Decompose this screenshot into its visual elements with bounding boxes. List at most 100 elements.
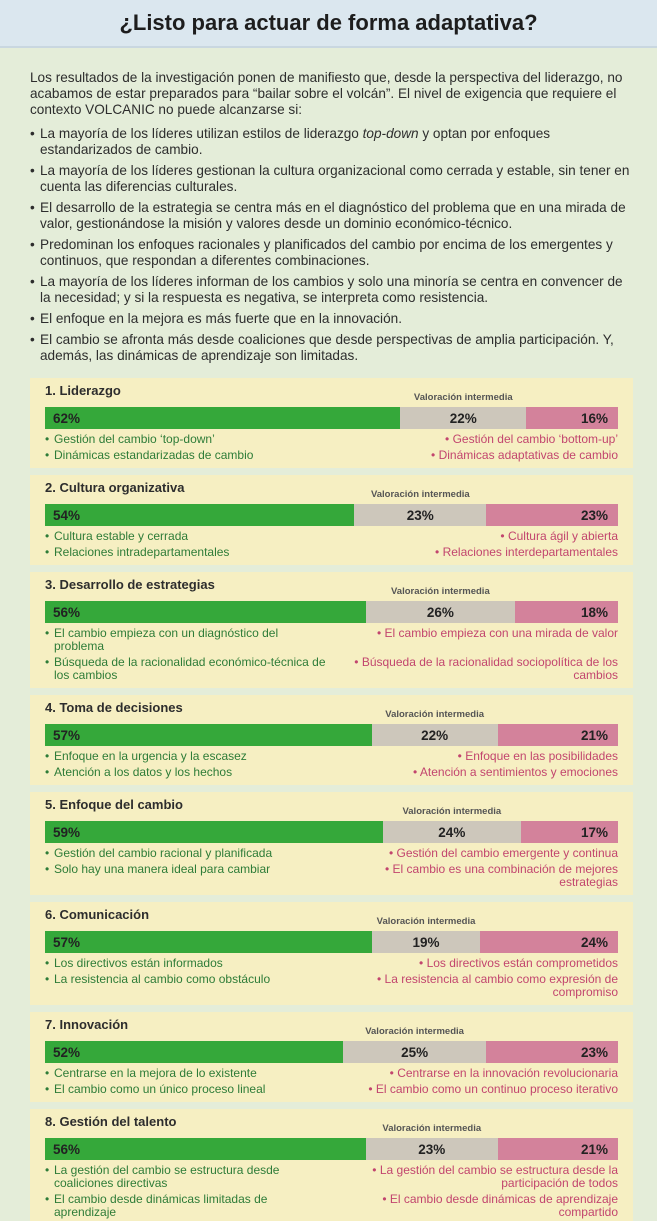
bar-segment: 23%	[486, 504, 618, 526]
chart-title: 4. Toma de decisiones Valoración intermed…	[45, 700, 618, 724]
value-label: 56%	[53, 604, 81, 620]
chart-panel: 6. Comunicación Valoración intermedia 57% 1…	[30, 902, 633, 1005]
page-title: ¿Listo para actuar de forma adaptativa?	[119, 10, 538, 35]
right-note: Atención a sentimientos y emociones	[337, 765, 618, 779]
bullet-item: La mayoría de los líderes gestionan la c…	[30, 163, 633, 195]
right-note: El cambio es una combinación de mejores …	[337, 862, 618, 889]
bullet-item: Predominan los enfoques racionales y pla…	[30, 237, 633, 269]
right-note-text: La resistencia al cambio como expresión …	[377, 972, 618, 999]
chart-title: 6. Comunicación Valoración intermedia	[45, 907, 618, 931]
notes: Cultura estable y cerrada Cultura ágil y …	[45, 529, 618, 559]
chart-panel: 7. Innovación Valoración intermedia 52% 25%…	[30, 1012, 633, 1102]
bullet-text: top-down	[362, 126, 419, 141]
left-note: El cambio desde dinámicas limitadas de a…	[45, 1193, 327, 1219]
value-label: 21%	[580, 727, 608, 743]
right-note: Gestión del cambio ‘bottom-up’	[337, 432, 618, 446]
notes: Los directivos están informados Los direc…	[45, 956, 618, 999]
right-note-text: Dinámicas adaptativas de cambio	[431, 448, 618, 462]
left-note: Los directivos están informados	[45, 957, 327, 971]
value-label: 23%	[418, 1141, 446, 1157]
chart-panel: 4. Toma de decisiones Valoración intermed…	[30, 695, 633, 785]
intro-text: Los resultados de la investigación ponen…	[30, 70, 623, 117]
charts: 1. Liderazgo Valoración intermedia 62% 22% 1…	[30, 378, 633, 1221]
right-note-text: Búsqueda de la racionalidad sociopolític…	[354, 655, 618, 682]
bullet-text: y optan por enfoques estandarizados de c…	[40, 126, 551, 157]
left-note: Atención a los datos y los hechos	[45, 766, 327, 780]
right-note-text: La gestión del cambio se estructura desd…	[372, 1163, 618, 1190]
left-note: Gestión del cambio racional y planificad…	[45, 847, 327, 861]
right-note: Centrarse en la innovación revolucionari…	[337, 1066, 618, 1080]
stacked-bar: 54% 23% 23%	[45, 504, 618, 526]
notes: Gestión del cambio ‘top-down’ Gestión del…	[45, 432, 618, 463]
left-note: Centrarse en la mejora de lo existente	[45, 1067, 327, 1081]
value-label: 62%	[53, 410, 81, 426]
bullet-item: El desarrollo de la estrategia se centra…	[30, 200, 633, 232]
chart-title: 7. Innovación Valoración intermedia	[45, 1017, 618, 1041]
right-note-text: Gestión del cambio emergente y continua	[389, 846, 618, 860]
value-label: 23%	[580, 1044, 608, 1060]
left-note: El cambio empieza con un diagnóstico del…	[45, 627, 327, 653]
right-note: Cultura ágil y abierta	[337, 529, 618, 543]
right-note: Los directivos están comprometidos	[337, 956, 618, 970]
right-note: Dinámicas adaptativas de cambio	[337, 448, 618, 462]
bar-segment: 26%	[365, 601, 515, 623]
left-note: Dinámicas estandarizadas de cambio	[45, 449, 327, 463]
right-note: La gestión del cambio se estructura desd…	[337, 1163, 618, 1190]
bar-segment: 24%	[480, 931, 618, 953]
value-label: 21%	[580, 1141, 608, 1157]
chart-title: 1. Liderazgo Valoración intermedia	[45, 383, 618, 407]
right-note: El cambio desde dinámicas de aprendizaje…	[337, 1192, 618, 1219]
chart-panel: 5. Enfoque del cambio Valoración intermed…	[30, 792, 633, 895]
right-note: El cambio como un continuo proceso itera…	[337, 1082, 618, 1096]
bar-segment: 59%	[45, 821, 384, 843]
value-label: 24%	[580, 934, 608, 950]
middle-label: Valoración intermedia	[365, 1026, 464, 1037]
chart-title: 5. Enfoque del cambio Valoración intermed…	[45, 797, 618, 821]
bar-segment: 56%	[45, 1138, 366, 1160]
bar-segment: 56%	[45, 601, 366, 623]
chart-title: 8. Gestión del talento Valoración interme…	[45, 1114, 618, 1138]
value-label: 22%	[421, 727, 449, 743]
chart-panel: 3. Desarrollo de estrategias Valoración i…	[30, 572, 633, 688]
value-label: 16%	[580, 410, 608, 426]
value-label: 26%	[426, 604, 454, 620]
middle-label: Valoración intermedia	[370, 489, 470, 500]
stacked-bar: 62% 22% 16%	[45, 407, 618, 429]
left-note: El cambio como un único proceso lineal	[45, 1083, 327, 1097]
notes: Gestión del cambio racional y planificad…	[45, 846, 618, 889]
bar-segment: 24%	[383, 821, 521, 843]
right-note: Relaciones interdepartamentales	[337, 545, 618, 559]
value-label: 52%	[53, 1044, 81, 1060]
right-note: Búsqueda de la racionalidad sociopolític…	[337, 655, 618, 682]
bar-segment: 23%	[486, 1041, 618, 1063]
notes: Centrarse en la mejora de lo existente Ce…	[45, 1066, 618, 1097]
right-note-text: Atención a sentimientos y emociones	[413, 765, 618, 779]
bar-segment: 21%	[497, 1138, 618, 1160]
bar-segment: 16%	[526, 407, 618, 429]
right-note: Enfoque en las posibilidades	[337, 749, 618, 763]
bar-segment: 21%	[497, 724, 618, 746]
left-note: Cultura estable y cerrada	[45, 530, 327, 544]
value-label: 25%	[401, 1044, 429, 1060]
right-note: Gestión del cambio emergente y continua	[337, 846, 618, 860]
value-label: 22%	[449, 410, 477, 426]
chart-panel: 1. Liderazgo Valoración intermedia 62% 22% 1…	[30, 378, 633, 468]
notes: Enfoque en la urgencia y la escasez Enfoq…	[45, 749, 618, 780]
stacked-bar: 56% 23% 21%	[45, 1138, 618, 1160]
value-label: 23%	[406, 507, 434, 523]
right-note-text: Gestión del cambio ‘bottom-up’	[445, 432, 618, 446]
value-label: 17%	[580, 824, 608, 840]
value-label: 19%	[412, 934, 440, 950]
value-label: 18%	[580, 604, 608, 620]
right-note-text: Enfoque en las posibilidades	[458, 749, 618, 763]
bullet-text: La mayoría de los líderes utilizan estil…	[40, 126, 363, 141]
bullet-item: El cambio se afronta más desde coalicion…	[30, 332, 633, 364]
middle-label: Valoración intermedia	[385, 709, 484, 720]
bar-segment: 52%	[45, 1041, 343, 1063]
left-note: Búsqueda de la racionalidad económico-té…	[45, 656, 327, 682]
value-label: 54%	[53, 507, 81, 523]
bar-segment: 23%	[354, 504, 487, 526]
bullet-list: La mayoría de los líderes utilizan estil…	[30, 126, 633, 364]
